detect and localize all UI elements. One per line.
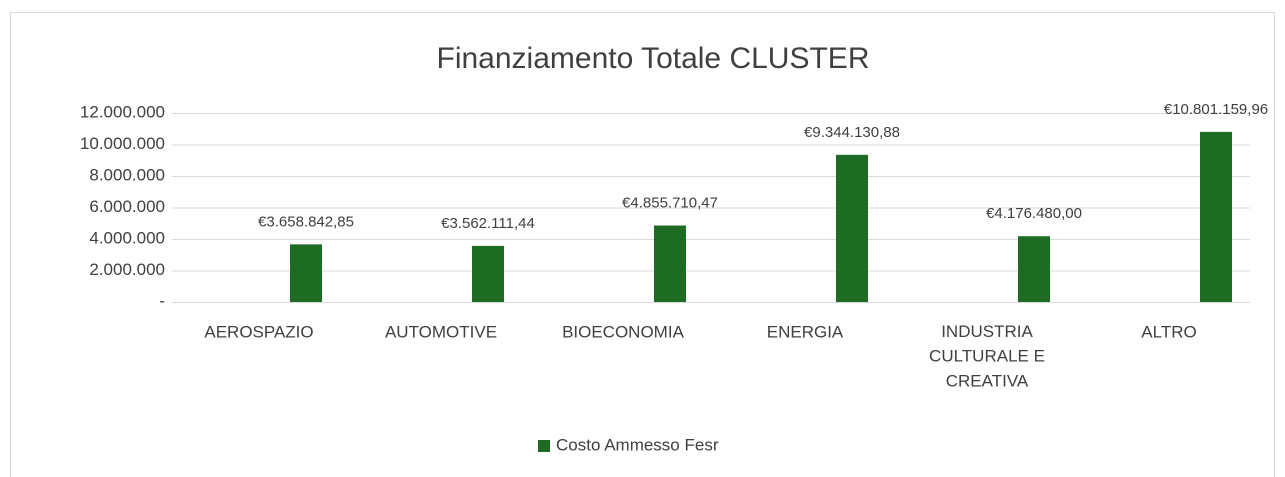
- data-label: €3.658.842,85: [258, 213, 354, 230]
- chart-title: Finanziamento Totale CLUSTER: [437, 42, 870, 75]
- y-tick-label: 12.000.000: [80, 102, 165, 121]
- y-tick-label: -: [159, 291, 165, 310]
- y-tick-label: 4.000.000: [89, 228, 165, 247]
- bar: [472, 245, 504, 302]
- chart-border: [10, 12, 1275, 477]
- x-tick-label: BIOECONOMIA: [562, 322, 685, 341]
- data-label: €4.176.480,00: [986, 205, 1082, 222]
- legend-swatch: [538, 440, 550, 452]
- data-label: €9.344.130,88: [804, 124, 900, 141]
- bar: [1200, 131, 1232, 302]
- x-tick-label: AEROSPAZIO: [204, 322, 313, 341]
- x-tick-label: ALTRO: [1141, 322, 1196, 341]
- x-tick-label: AUTOMOTIVE: [385, 322, 497, 341]
- y-tick-label: 2.000.000: [89, 260, 165, 279]
- y-tick-label: 6.000.000: [89, 197, 165, 216]
- data-label: €4.855.710,47: [622, 194, 718, 211]
- y-tick-label: 8.000.000: [89, 165, 165, 184]
- legend-label: Costo Ammesso Fesr: [556, 435, 719, 454]
- data-label: €10.801.159,96: [1164, 101, 1268, 118]
- data-label: €3.562.111,44: [441, 215, 535, 232]
- bar: [836, 154, 868, 302]
- bar: [654, 225, 686, 302]
- x-tick-label: ENERGIA: [767, 322, 844, 341]
- bar: [290, 244, 322, 302]
- x-tick-label: INDUSTRIA CULTURALE E CREATIVA: [929, 322, 1045, 390]
- y-tick-label: 10.000.000: [80, 134, 165, 153]
- bar: [1018, 236, 1050, 302]
